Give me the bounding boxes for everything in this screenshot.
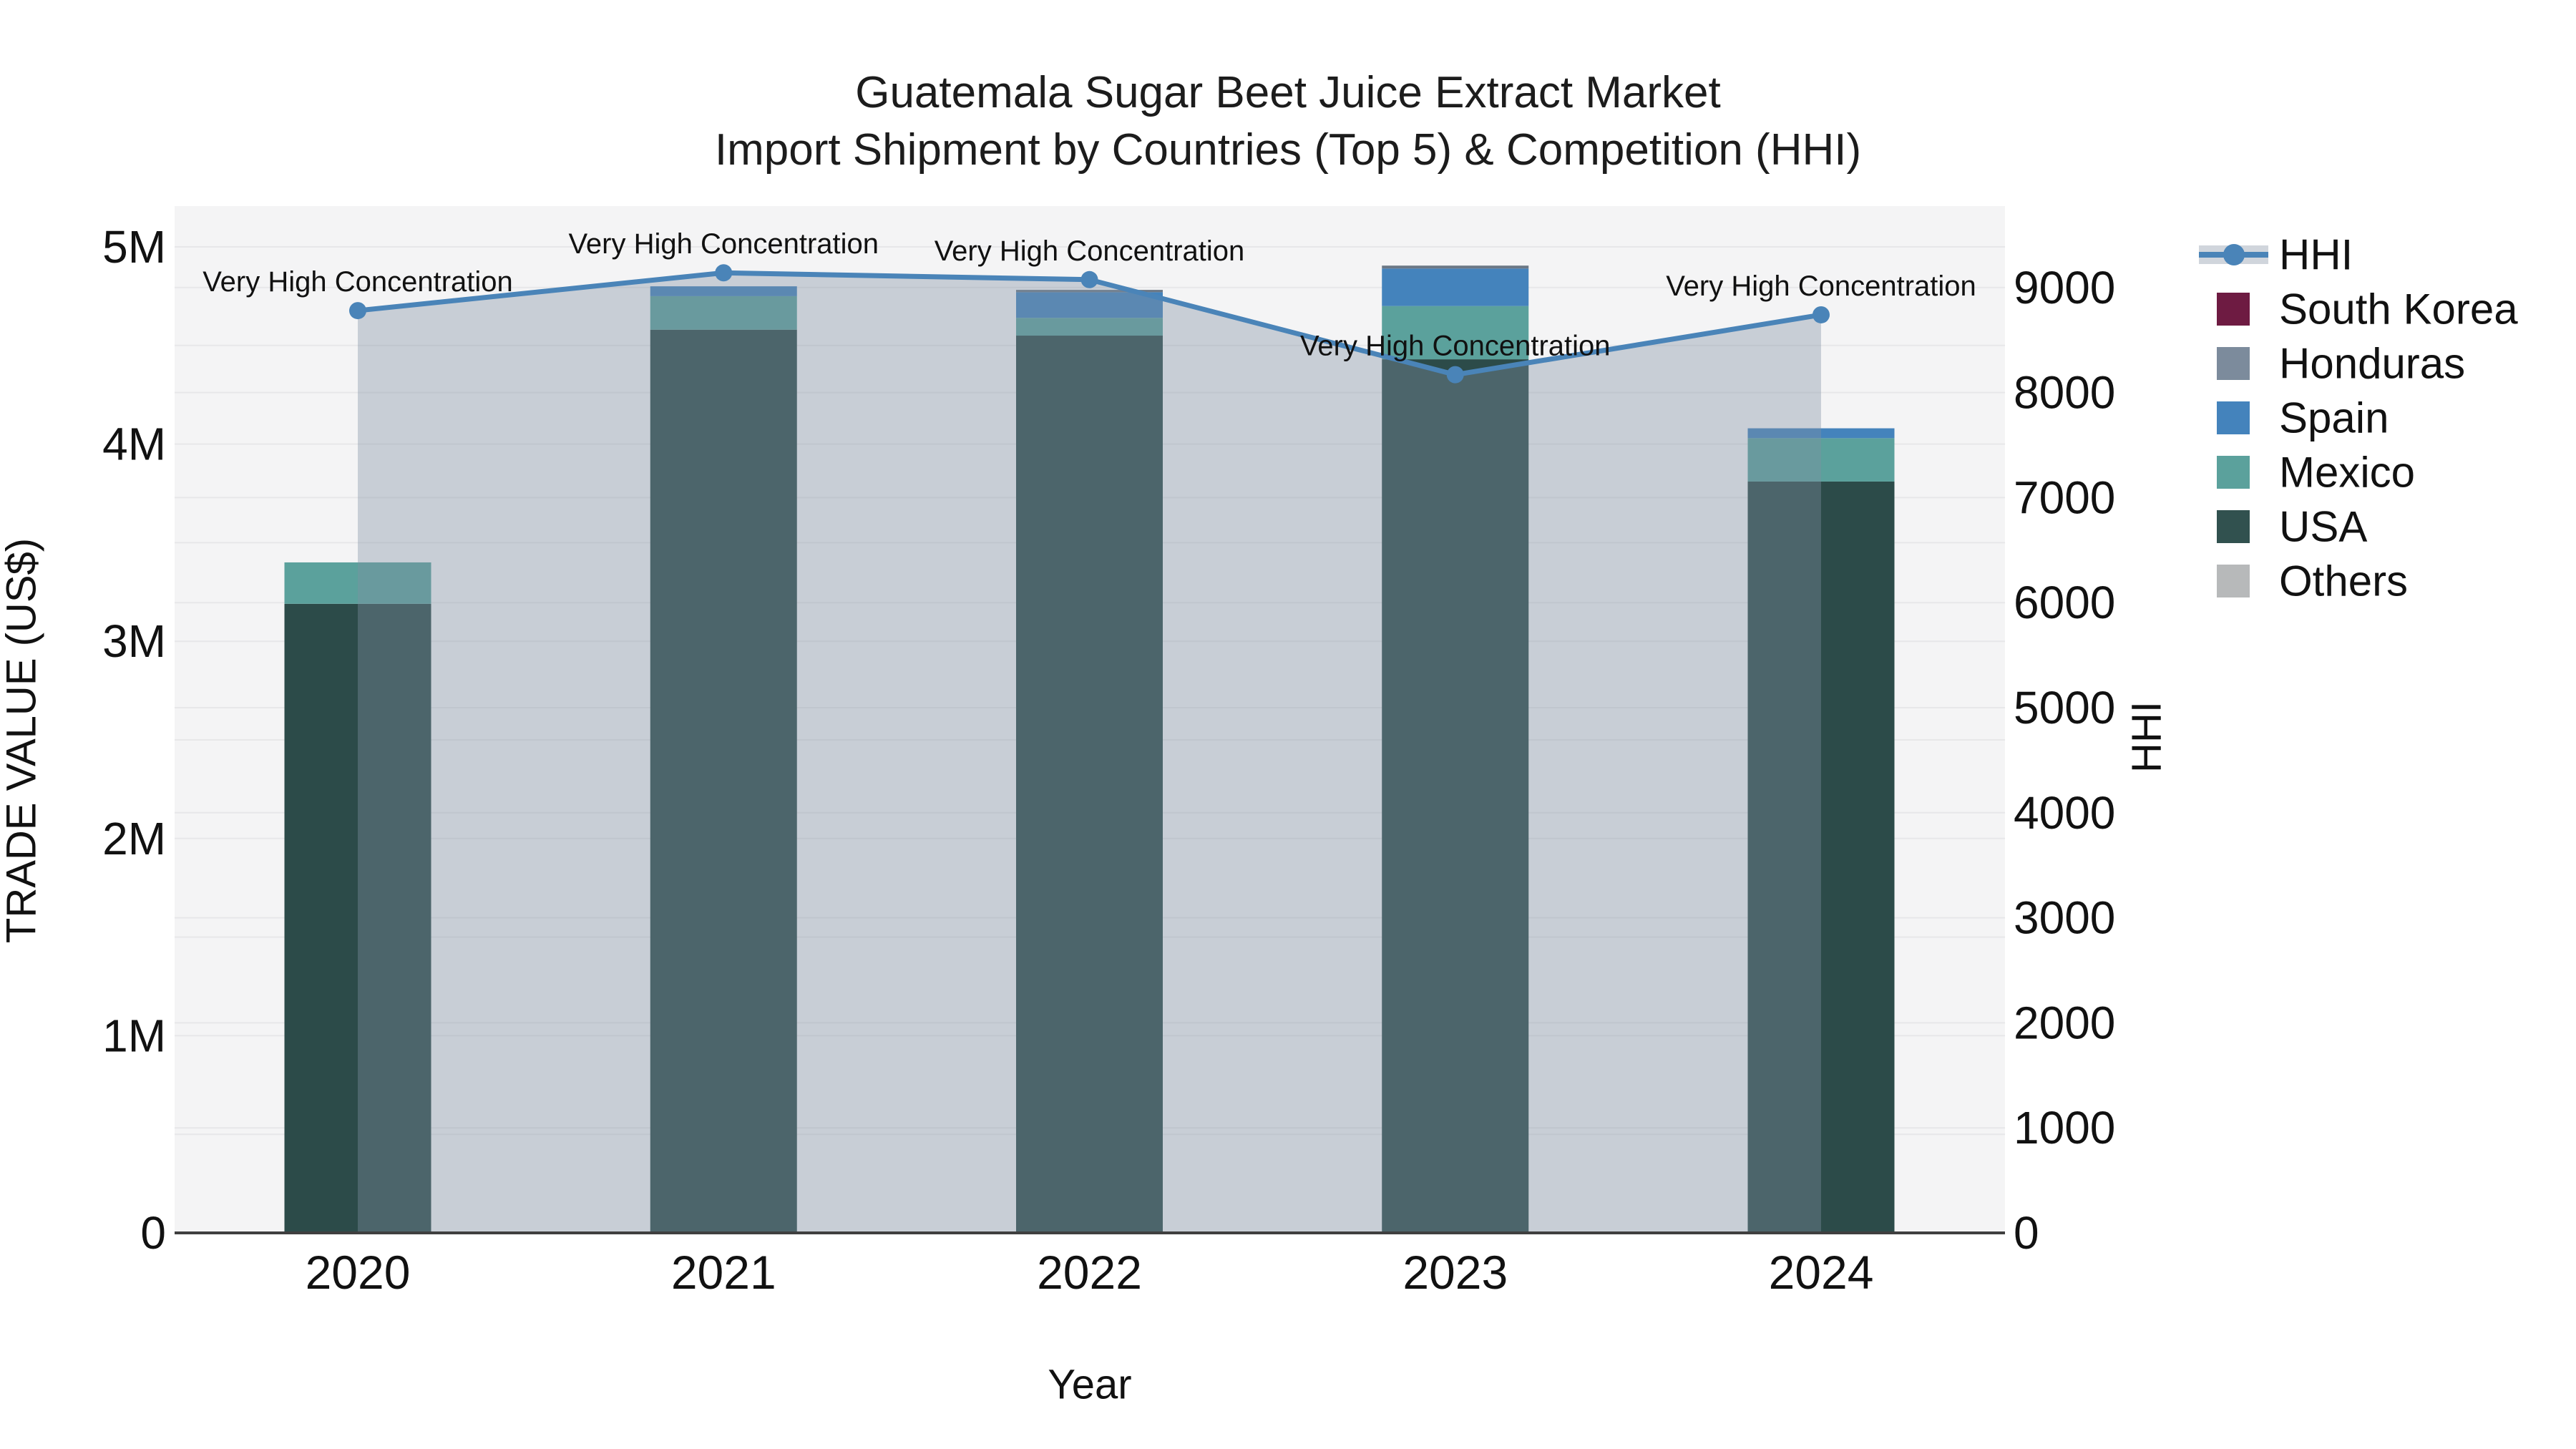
chart-subtitle: Import Shipment by Countries (Top 5) & C… (714, 125, 1862, 175)
bar-segment-mexico-2021[interactable] (650, 296, 797, 330)
bar-segment-mexico-2023[interactable] (1382, 306, 1529, 360)
bar-segment-usa-2022[interactable] (1016, 336, 1163, 1233)
y-tick-right-0: 0 (2014, 1207, 2039, 1259)
y-tick-left-4M: 4M (102, 419, 166, 470)
legend-label: Mexico (2279, 448, 2416, 497)
bar-segment-usa-2024[interactable] (1747, 481, 1895, 1233)
bar-segment-honduras-2022[interactable] (1016, 290, 1163, 293)
y-axis-title-left: TRADE VALUE (US$) (0, 537, 45, 944)
bar-segment-usa-2021[interactable] (650, 329, 797, 1234)
legend-label: South Korea (2279, 285, 2518, 333)
x-tick-2020: 2020 (306, 1246, 411, 1299)
bar-segment-spain-2024[interactable] (1747, 428, 1895, 439)
y-tick-right-7000: 7000 (2014, 472, 2115, 523)
annotation-2024: Very High Concentration (1666, 270, 1976, 302)
legend-swatch-others (2217, 565, 2250, 597)
legend-swatch-spain (2217, 401, 2250, 434)
legend-swatch-south-korea (2217, 293, 2250, 326)
hhi-area-fill (358, 273, 1821, 1233)
hhi-marker-2023[interactable] (1446, 366, 1464, 384)
x-tick-2022: 2022 (1037, 1246, 1142, 1299)
hhi-marker-2022[interactable] (1080, 270, 1098, 288)
y-tick-right-1000: 1000 (2014, 1102, 2115, 1153)
legend-label: USA (2279, 502, 2368, 551)
y-tick-left-0: 0 (140, 1207, 166, 1259)
legend-swatch-usa (2217, 510, 2250, 543)
hhi-line-marker-icon (2199, 238, 2268, 271)
legend-label: Spain (2279, 394, 2389, 442)
y-tick-right-9000: 9000 (2014, 262, 2115, 313)
legend-label: Others (2279, 557, 2409, 605)
bar-segment-honduras-2023[interactable] (1382, 265, 1529, 269)
hhi-marker-2020[interactable] (349, 302, 366, 320)
legend-label: Honduras (2279, 339, 2466, 388)
x-axis-title: Year (1048, 1361, 1132, 1408)
bar-segment-usa-2020[interactable] (284, 603, 431, 1233)
legend-label: HHI (2279, 230, 2353, 279)
hhi-marker-swatch (2223, 244, 2245, 265)
y-tick-right-3000: 3000 (2014, 892, 2115, 944)
x-tick-2023: 2023 (1402, 1246, 1508, 1299)
x-tick-2024: 2024 (1769, 1246, 1874, 1299)
hhi-marker-2024[interactable] (1813, 306, 1830, 323)
annotation-2023: Very High Concentration (1300, 331, 1611, 362)
bar-segment-usa-2023[interactable] (1382, 359, 1529, 1233)
y-tick-right-4000: 4000 (2014, 787, 2115, 839)
bar-segment-mexico-2020[interactable] (284, 562, 431, 604)
y-tick-right-6000: 6000 (2014, 577, 2115, 628)
y-tick-left-5M: 5M (102, 221, 166, 273)
annotation-2020: Very High Concentration (203, 266, 513, 298)
y-tick-left-1M: 1M (102, 1010, 166, 1061)
bar-segment-spain-2023[interactable] (1382, 268, 1529, 306)
y-tick-right-2000: 2000 (2014, 997, 2115, 1048)
annotation-2022: Very High Concentration (935, 235, 1245, 267)
y-tick-right-5000: 5000 (2014, 682, 2115, 733)
y-tick-right-8000: 8000 (2014, 367, 2115, 419)
bar-segment-spain-2022[interactable] (1016, 292, 1163, 318)
y-axis-title-right: HHI (2123, 701, 2170, 773)
bar-segment-spain-2021[interactable] (650, 286, 797, 296)
legend-swatch-honduras (2217, 347, 2250, 380)
x-tick-2021: 2021 (671, 1246, 776, 1299)
chart-title: Guatemala Sugar Beet Juice Extract Marke… (855, 68, 1721, 117)
y-tick-left-2M: 2M (102, 813, 166, 864)
legend-swatch-mexico (2217, 456, 2250, 489)
annotation-2021: Very High Concentration (568, 228, 879, 260)
bar-segment-mexico-2022[interactable] (1016, 318, 1163, 336)
hhi-marker-2021[interactable] (715, 264, 733, 282)
bar-segment-mexico-2024[interactable] (1747, 438, 1895, 482)
y-tick-left-3M: 3M (102, 615, 166, 667)
